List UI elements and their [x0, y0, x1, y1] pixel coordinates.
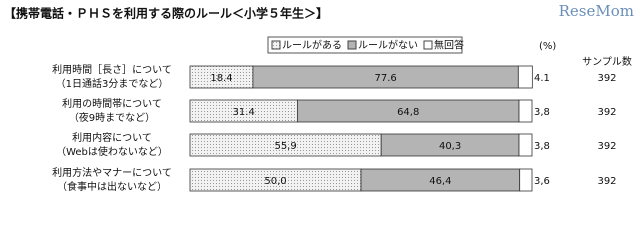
value-label: 4.1 — [534, 73, 550, 84]
value-label: 50,0 — [264, 176, 286, 187]
category-label: 利用時間［長さ］について — [52, 64, 172, 76]
legend-label: 無回答 — [434, 39, 464, 52]
legend-swatch — [347, 40, 357, 50]
sample-count: 392 — [597, 176, 616, 187]
unit-label: (%) — [539, 41, 556, 52]
legend-label: ルールがない — [358, 39, 418, 52]
category-label: 利用の時間帯について — [62, 97, 162, 110]
category-label: 利用方法やマナーについて — [52, 166, 172, 179]
category-label: （Webは使わないなど） — [56, 145, 168, 158]
value-label: 3,8 — [534, 141, 550, 152]
category-label: （1日通話3分までなど） — [56, 77, 169, 90]
sample-count: 392 — [597, 141, 616, 152]
sample-header: サンプル数 — [582, 55, 632, 68]
legend-label: ルールがある — [282, 39, 342, 52]
bar-segment — [518, 99, 533, 123]
value-label: 31.4 — [233, 107, 255, 118]
watermark: ReseMom — [559, 2, 634, 20]
value-label: 46,4 — [429, 176, 451, 187]
category-label: 利用内容について — [72, 131, 152, 144]
value-label: 40,3 — [439, 141, 461, 152]
category-label: （夜9時までなど） — [69, 111, 155, 124]
bar-segment — [519, 168, 533, 192]
value-label: 3,8 — [534, 107, 550, 118]
legend-box — [267, 36, 463, 54]
chart-title: 【携帯電話・ＰＨＳを利用する際のルール＜小学５年生＞】 — [4, 6, 328, 21]
legend-swatch — [271, 40, 281, 50]
value-label: 77.6 — [374, 73, 396, 84]
value-label: 18.4 — [210, 73, 232, 84]
sample-count: 392 — [597, 107, 616, 118]
legend-swatch — [423, 40, 433, 50]
bar-segment — [518, 133, 533, 157]
chart: 【携帯電話・ＰＨＳを利用する際のルール＜小学５年生＞】 ReseMom (%) … — [4, 2, 634, 193]
value-label: 55,9 — [274, 141, 296, 152]
value-label: 64,8 — [397, 107, 419, 118]
value-label: 3,6 — [534, 176, 550, 187]
category-label: （食事中は出ないなど） — [57, 180, 167, 193]
bar-segment — [517, 65, 533, 89]
sample-count: 392 — [597, 73, 616, 84]
